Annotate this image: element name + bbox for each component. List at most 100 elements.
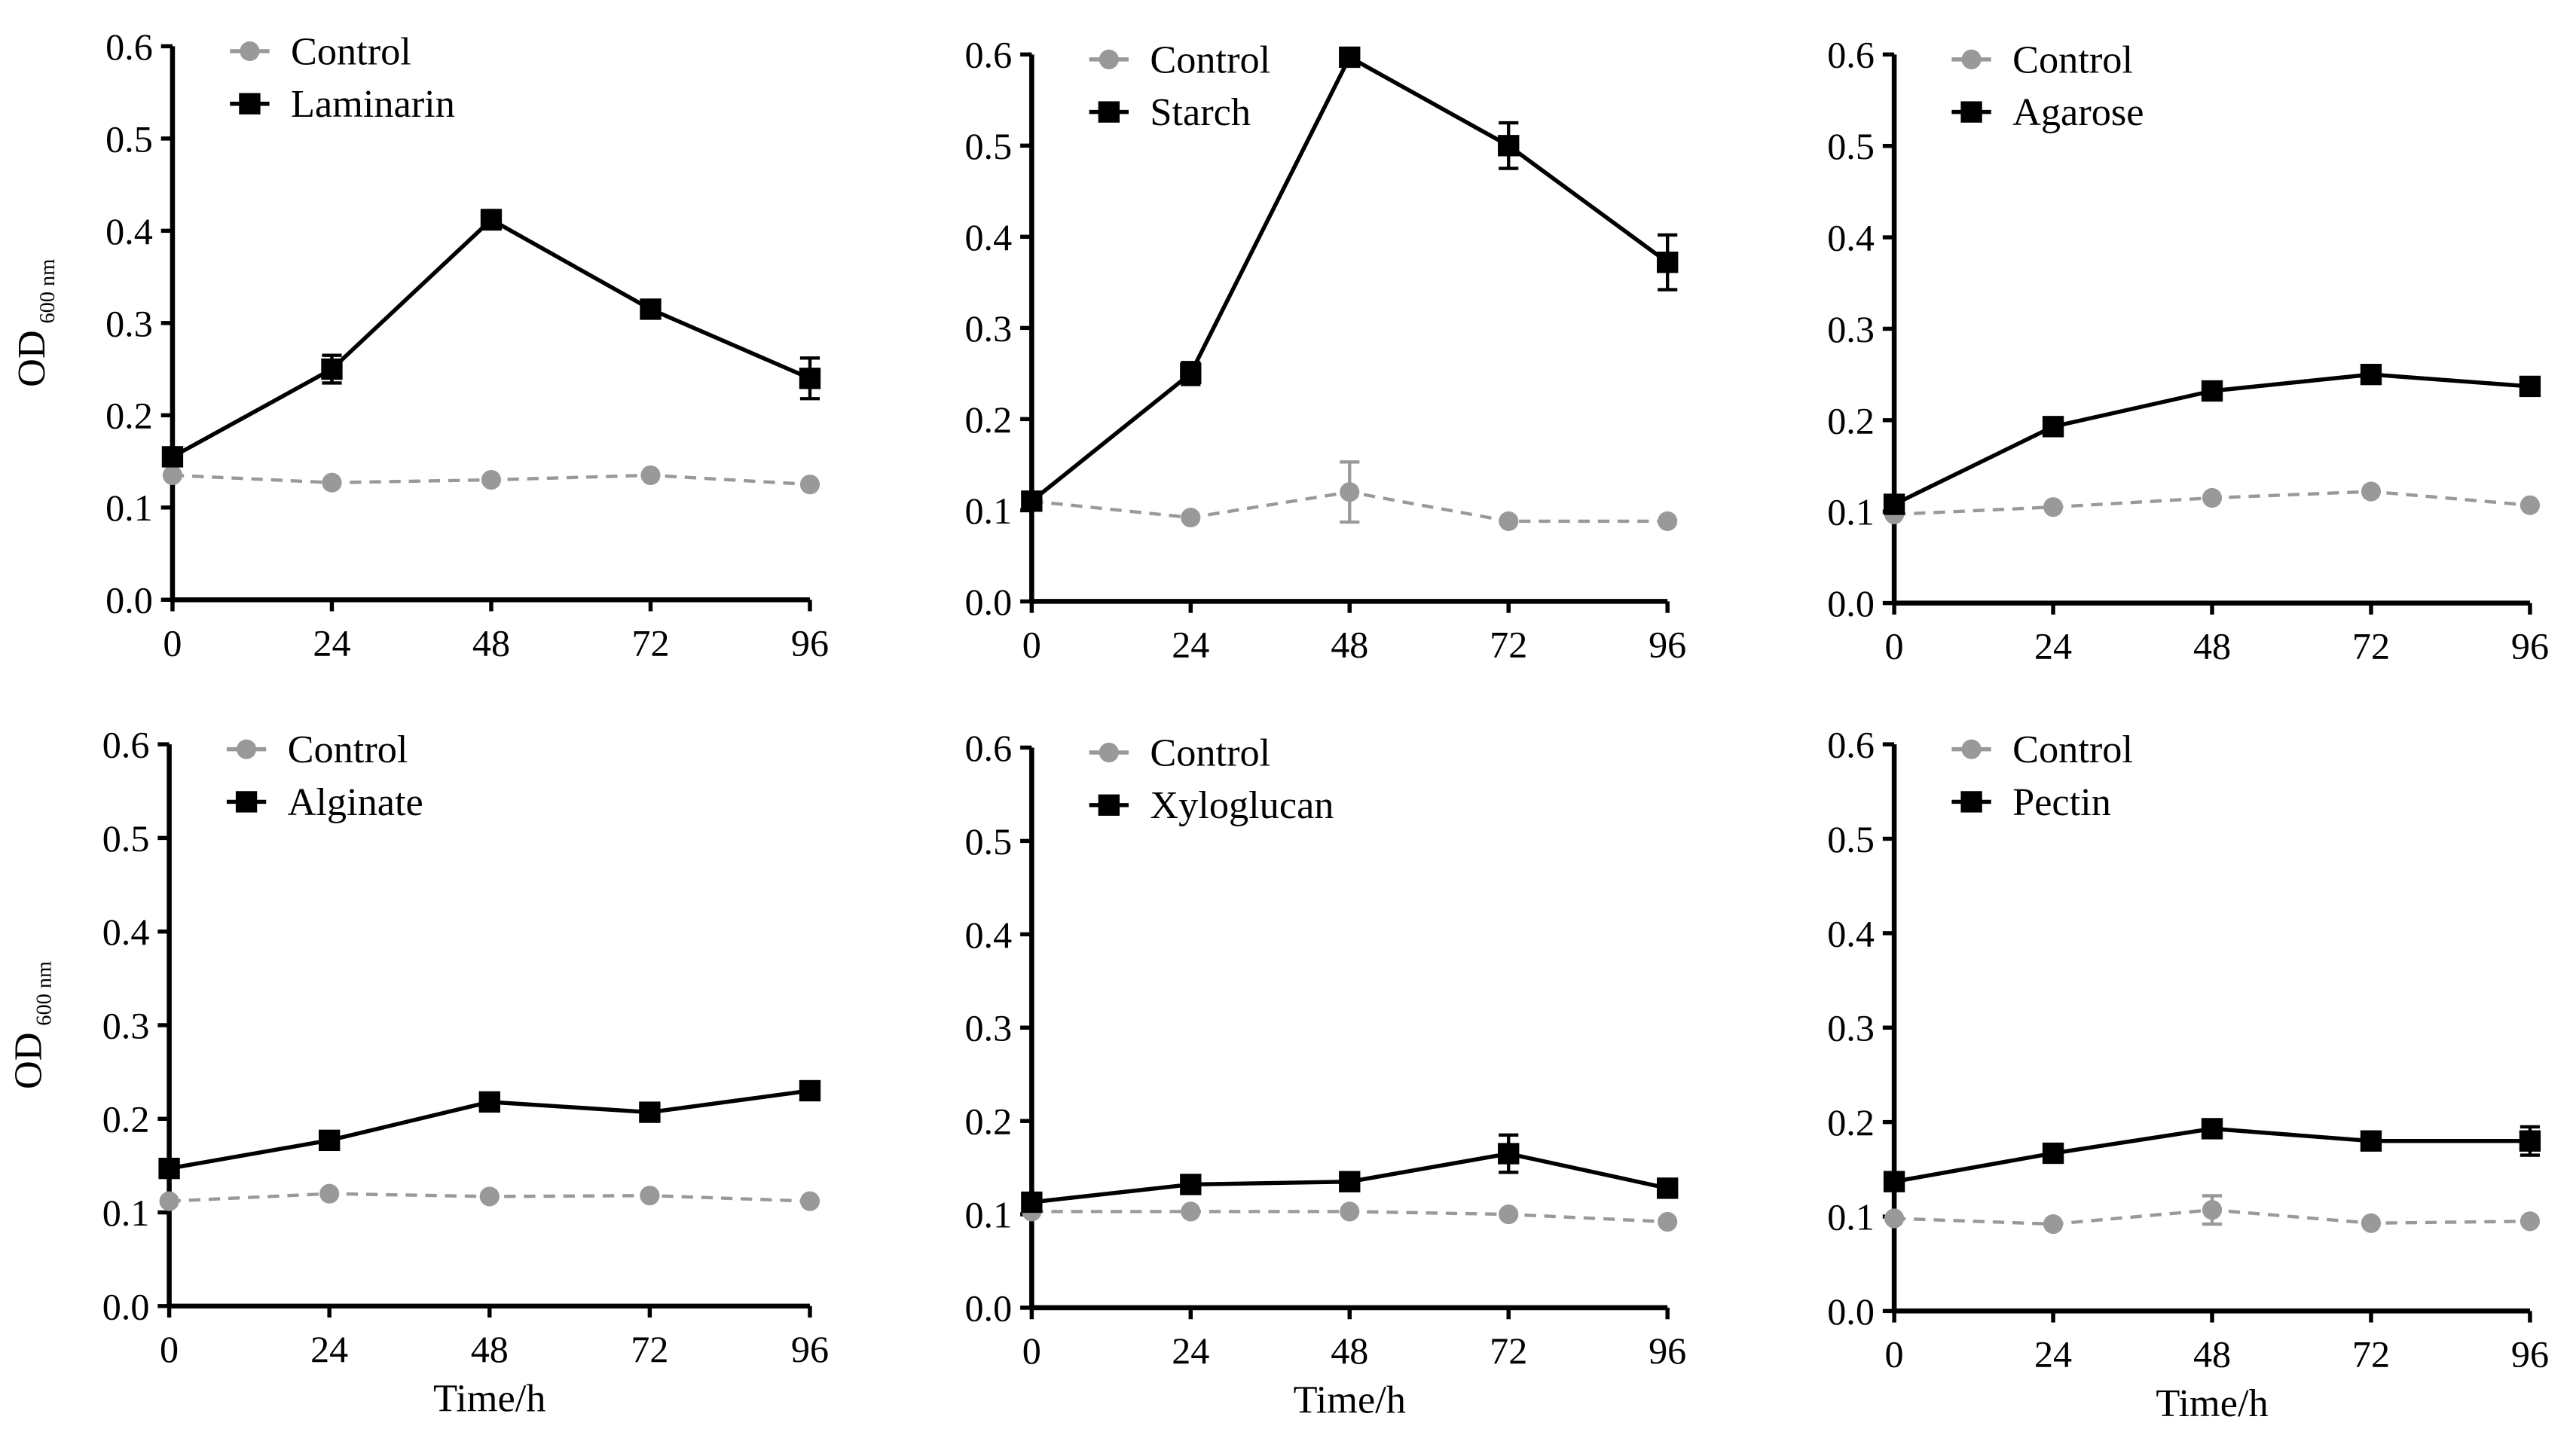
x-tick-label: 48 (2193, 1333, 2231, 1375)
x-tick-label: 24 (313, 621, 350, 664)
data-point (1181, 1201, 1201, 1222)
y-tick-label: 0.2 (1827, 399, 1875, 441)
data-point (1658, 1211, 1678, 1232)
data-point (2201, 1118, 2223, 1140)
data-point (1339, 1171, 1361, 1192)
data-point (1498, 135, 1520, 157)
chart-panel-5: 0.0 0.1 0.2 0.3 0.4 0.5 0.6 0 24 48 72 96 Time/h Cont… (964, 727, 1686, 1422)
data-point (2361, 481, 2382, 502)
y-tick-label: 0.1 (964, 490, 1012, 532)
x-tick-label: 48 (2193, 625, 2231, 667)
y-axis-label-subscript: 600 nm (33, 961, 57, 1026)
data-point (2519, 495, 2541, 515)
legend-marker (1099, 742, 1119, 763)
data-point (1884, 1208, 1905, 1229)
y-tick-label: 0.0 (964, 1287, 1012, 1329)
data-point (1499, 1204, 1519, 1225)
legend-item-agarose: Agarose (1951, 90, 2144, 134)
x-tick-label: 96 (1649, 1330, 1686, 1372)
x-tick-label: 0 (1885, 625, 1904, 667)
chart-panel-6: 0.0 0.1 0.2 0.3 0.4 0.5 0.6 0 24 48 72 96 Time/h Cont… (1827, 724, 2549, 1425)
data-point (639, 1101, 661, 1123)
x-axis-label: Time/h (1294, 1378, 1406, 1422)
y-tick-label: 0.4 (964, 216, 1012, 258)
series-line-laminarin (171, 217, 811, 459)
y-tick-label: 0.3 (964, 307, 1012, 350)
legend-item-starch: Starch (1089, 90, 1251, 134)
chart-panel-1: 0.0 0.1 0.2 0.3 0.4 0.5 0.6 0 24 48 72 96 OD600 nm Co… (10, 26, 829, 664)
data-point (1658, 511, 1678, 532)
x-tick-label: 0 (1022, 1330, 1041, 1372)
data-point (1883, 1171, 1905, 1192)
data-point (1499, 511, 1519, 532)
legend-marker (236, 739, 257, 759)
x-tick-label: 24 (310, 1328, 348, 1370)
x-tick-label: 48 (472, 621, 510, 664)
y-tick-label: 0.2 (105, 395, 153, 437)
legend-marker (1098, 101, 1120, 123)
x-tick-label: 72 (631, 1328, 668, 1370)
data-point (1657, 1177, 1679, 1199)
data-point (161, 446, 184, 468)
y-tick-label: 0.0 (105, 579, 153, 621)
legend-marker (1961, 739, 1982, 759)
y-tick-label: 0.1 (102, 1192, 150, 1234)
data-point (1339, 46, 1361, 69)
y-axis-label-subscript: 600 nm (36, 259, 60, 324)
y-tick-label: 0.6 (964, 34, 1012, 76)
legend-label: Laminarin (291, 82, 455, 126)
data-point (2519, 1211, 2541, 1232)
y-tick-label: 0.6 (105, 26, 153, 68)
y-tick-label: 0.6 (102, 724, 150, 766)
y-tick-label: 0.2 (102, 1098, 150, 1140)
legend-label: Alginate (288, 780, 423, 824)
data-point (640, 298, 662, 320)
legend-item-control: Control (230, 29, 411, 73)
legend-marker (239, 93, 261, 114)
data-point (319, 1183, 340, 1204)
data-point (2202, 487, 2223, 508)
legend-label: Control (1150, 38, 1270, 81)
y-tick-label: 0.3 (102, 1004, 150, 1046)
y-tick-label: 0.4 (1827, 217, 1875, 259)
data-point (2519, 375, 2541, 398)
data-point (1657, 252, 1679, 273)
legend-label: Control (2012, 38, 2133, 81)
data-point (478, 1091, 500, 1113)
y-tick-label: 0.6 (1827, 34, 1875, 76)
y-tick-label: 0.1 (1827, 1195, 1875, 1238)
y-axis-label: OD600 nm (10, 259, 60, 387)
legend-label: Agarose (2012, 90, 2144, 134)
x-tick-label: 24 (1172, 624, 1209, 666)
x-axis-label: Time/h (2156, 1381, 2268, 1425)
legend-marker (235, 791, 258, 813)
legend-label: Control (1150, 731, 1270, 774)
legend-item-control: Control (226, 728, 408, 771)
data-point (2360, 363, 2382, 386)
legend-marker (1098, 794, 1120, 816)
data-point (2361, 1213, 2382, 1233)
data-point (1180, 362, 1202, 385)
x-tick-label: 0 (1885, 1333, 1904, 1375)
legend-item-control: Control (1089, 731, 1270, 774)
data-point (1340, 1201, 1360, 1222)
x-tick-label: 96 (2511, 625, 2549, 667)
y-tick-label: 0.4 (105, 210, 153, 252)
x-tick-label: 0 (160, 1328, 179, 1370)
data-point (799, 368, 821, 389)
y-tick-label: 0.1 (1827, 491, 1875, 533)
x-tick-label: 72 (1490, 1330, 1527, 1372)
data-point (1021, 1191, 1043, 1214)
y-tick-label: 0.4 (964, 914, 1012, 956)
x-tick-label: 48 (1331, 624, 1368, 666)
y-tick-label: 0.3 (1827, 1007, 1875, 1049)
y-tick-label: 0.6 (964, 727, 1012, 769)
x-axis-label: Time/h (433, 1376, 545, 1420)
x-tick-label: 96 (791, 1328, 829, 1370)
data-point (799, 1079, 821, 1102)
y-tick-label: 0.0 (1827, 1290, 1875, 1333)
y-tick-label: 0.6 (1827, 724, 1875, 766)
y-tick-label: 0.1 (964, 1194, 1012, 1236)
data-point (481, 469, 502, 490)
